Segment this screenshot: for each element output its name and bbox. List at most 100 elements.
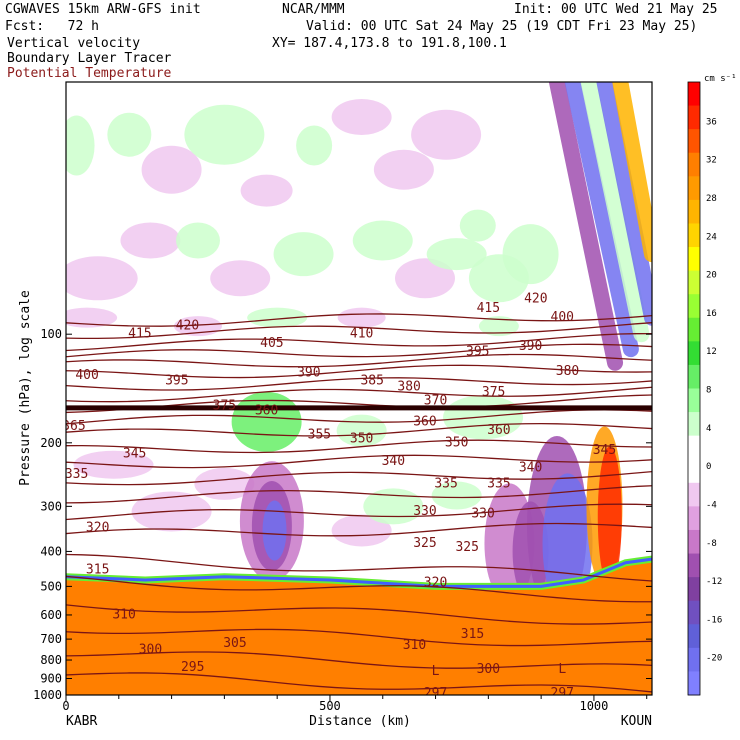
colorbar-frame (687, 81, 701, 696)
colorbar-swatch (688, 129, 700, 154)
org-label: NCAR/MMM (282, 2, 345, 17)
theta-contour (66, 522, 652, 537)
theta-contour (66, 332, 652, 352)
theta-contour (66, 353, 652, 368)
theta-contour (66, 651, 652, 669)
theta-label: 335 (65, 467, 88, 482)
vv-patch (502, 224, 559, 285)
valid-time: Valid: 00 UTC Sat 24 May 25 (19 CDT Fri … (306, 19, 698, 34)
colorbar-tick-label: 8 (706, 386, 711, 396)
theta-label: 400 (551, 310, 574, 325)
x-axis: 0 500 1000 (62, 695, 648, 713)
colorbar-swatch (688, 553, 700, 578)
y-tick-label: 300 (40, 499, 62, 513)
wave-streak (612, 82, 652, 263)
vv-patch (247, 307, 308, 328)
theta-contour (66, 485, 652, 504)
colorbar-swatch (688, 529, 700, 555)
x-end-station: KOUN (621, 714, 652, 729)
colorbar-swatch (688, 577, 700, 602)
theta-label: 345 (593, 443, 616, 458)
theta-contour (66, 422, 652, 437)
theta-label: 315 (86, 562, 109, 577)
field-potential-temperature: Potential Temperature (7, 66, 172, 81)
theta-label: 345 (123, 447, 146, 462)
y-tick-label: 200 (40, 436, 62, 450)
field-boundary-layer-tracer: Boundary Layer Tracer (7, 51, 172, 66)
colorbar-swatch (688, 199, 700, 224)
theta-label: 320 (86, 521, 109, 536)
theta-label: 400 (75, 368, 98, 383)
colorbar-swatch (688, 247, 700, 272)
theta-label: 340 (519, 461, 542, 476)
theta-label: 350 (445, 435, 468, 450)
colorbar-tick-label: -8 (706, 539, 717, 549)
theta-label: 325 (455, 540, 478, 555)
init-time: Init: 00 UTC Wed 21 May 25 (514, 2, 718, 17)
theta-label: 315 (461, 627, 484, 642)
x-axis-label: Distance (km) (309, 714, 411, 729)
vv-patch (394, 258, 455, 299)
theta-label: 360 (413, 414, 436, 429)
theta-label: 410 (350, 327, 373, 342)
low-marker: L (432, 664, 440, 679)
theta-label: 390 (519, 339, 542, 354)
vv-patch (107, 112, 152, 157)
theta-label: 395 (165, 374, 188, 389)
theta-label: 340 (382, 454, 405, 469)
x-tick-label: 500 (319, 699, 341, 713)
theta-label: 380 (556, 364, 579, 379)
wave-streak (580, 82, 650, 343)
colorbar-swatch (688, 176, 700, 201)
theta-contour (66, 364, 652, 379)
vv-patch (431, 481, 482, 510)
theta-label: 350 (350, 431, 373, 446)
colorbar-swatch (688, 341, 700, 366)
theta-label: 297 (551, 686, 574, 701)
colorbar-tick-label: 28 (706, 194, 717, 204)
colorbar-swatch (688, 105, 700, 130)
colorbar-tick-label: 16 (706, 309, 717, 319)
vv-patch (459, 209, 496, 242)
vv-patch (273, 232, 334, 277)
theta-contour (66, 628, 652, 647)
theta-label: 305 (223, 636, 246, 651)
theta-label: 420 (176, 319, 199, 334)
theta-contour (66, 322, 652, 340)
theta-label: 330 (413, 504, 436, 519)
vv-patch (352, 220, 413, 261)
vv-patch (66, 115, 95, 176)
vv-patch (331, 514, 392, 547)
wave-streak (548, 82, 624, 371)
colorbar-swatch (688, 647, 700, 672)
vv-patch (210, 260, 271, 297)
colorbar-tick-label: 24 (706, 232, 717, 242)
vv-patch (478, 316, 519, 337)
colorbar-swatch (688, 364, 700, 389)
theta-label: 390 (297, 365, 320, 380)
vv-patch (337, 307, 386, 328)
colorbar-tick-label: 12 (706, 347, 717, 357)
y-axis: 100 200 300 400 500 600 700 800 900 1000 (33, 327, 652, 702)
cross-section-coords: XY= 187.4,173.8 to 191.8,100.1 (272, 36, 507, 51)
theta-label: 330 (471, 506, 494, 521)
theta-label: 415 (477, 301, 500, 316)
field-vertical-velocity: Vertical velocity (7, 36, 141, 51)
x-tick-label: 1000 (579, 699, 608, 713)
theta-contour (66, 470, 652, 486)
theta-label: 300 (139, 642, 162, 657)
theta-label: 375 (213, 398, 236, 413)
theta-contour (66, 503, 652, 521)
y-tick-label: 500 (40, 579, 62, 593)
theta-contour (66, 454, 652, 469)
colorbar-swatch (688, 506, 700, 531)
colorbar-swatch (688, 412, 700, 437)
theta-label: 375 (482, 385, 505, 400)
y-tick-label: 1000 (33, 688, 62, 702)
y-tick-label: 600 (40, 608, 62, 622)
colorbar-swatch (688, 82, 700, 107)
theta-contour (66, 409, 652, 425)
colorbar-swatch (688, 459, 700, 484)
colorbar-swatch (688, 435, 700, 460)
